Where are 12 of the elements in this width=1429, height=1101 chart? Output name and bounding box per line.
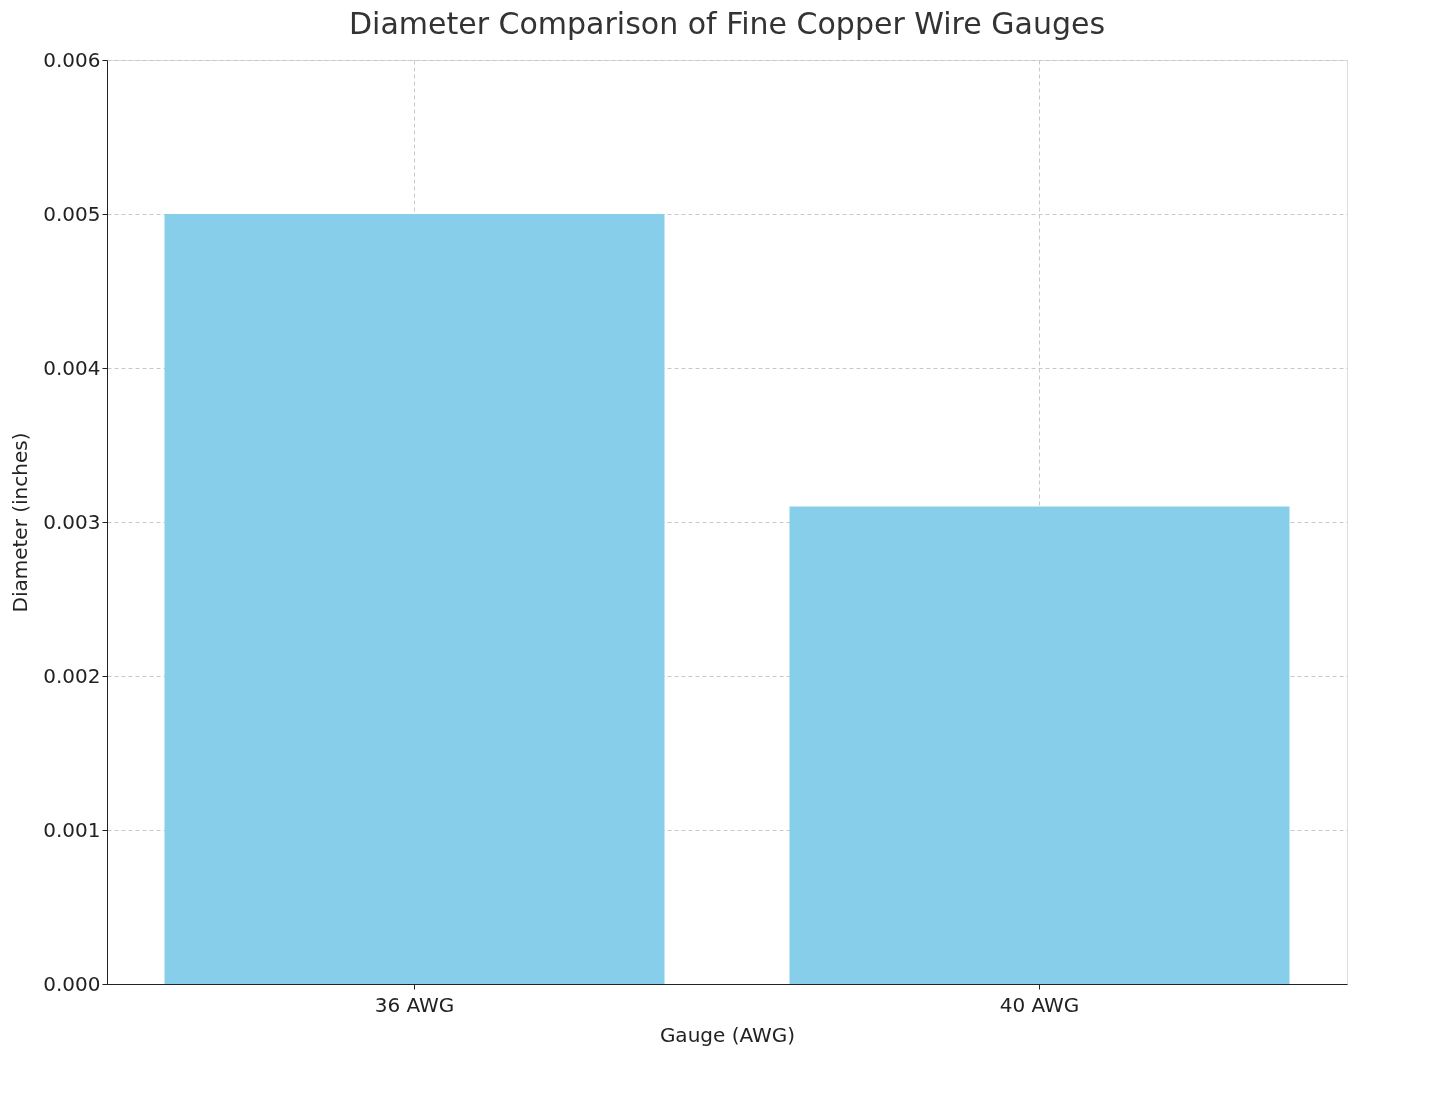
x-tick-label: 40 AWG <box>999 992 1080 1017</box>
x-axis-title: Gauge (AWG) <box>659 1022 796 1047</box>
y-tick-label: 0.000 <box>43 971 101 996</box>
y-tick-label: 0.001 <box>43 817 101 842</box>
y-tick-label: 0.005 <box>43 201 101 226</box>
x-tick-label: 36 AWG <box>374 992 455 1017</box>
y-tick-label: 0.004 <box>43 355 101 380</box>
y-tick-label: 0.003 <box>43 509 101 534</box>
chart-title: Diameter Comparison of Fine Copper Wire Gauges <box>348 6 1106 41</box>
y-tick-label: 0.002 <box>43 663 101 688</box>
y-axis-title: Diameter (inches) <box>8 432 33 613</box>
y-tick-label: 0.006 <box>43 47 101 72</box>
